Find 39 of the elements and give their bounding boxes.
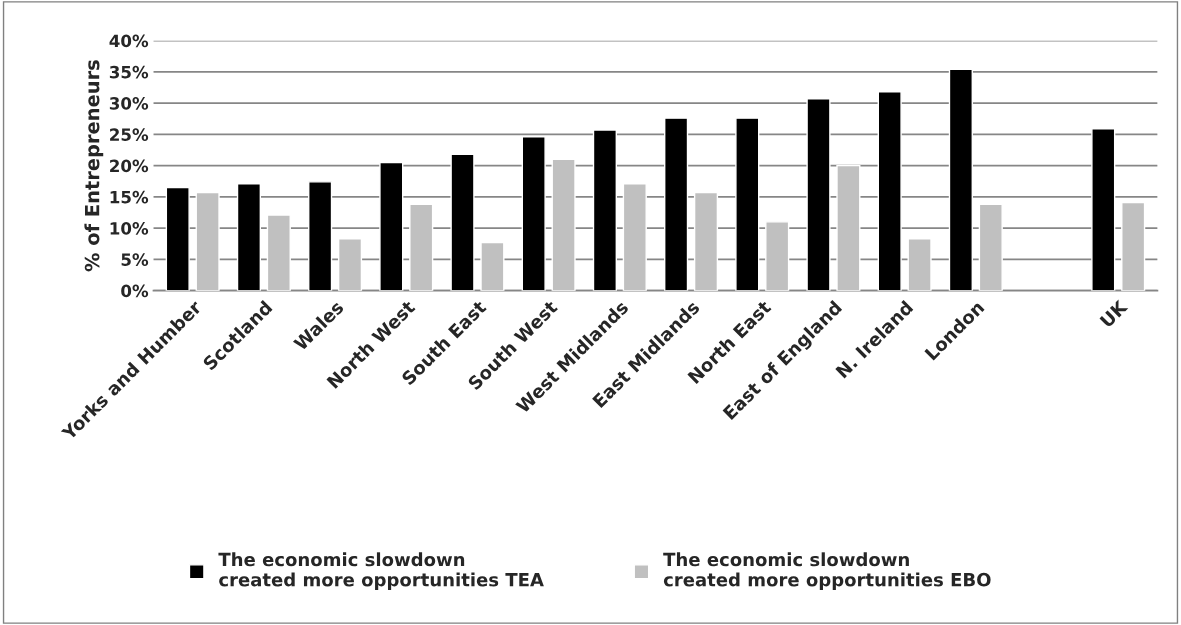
bar [735, 117, 760, 291]
legend-label: The economic slowdown created more opportunities TEA [218, 552, 544, 590]
y-tick-label: 5% [121, 253, 149, 266]
legend-label: The economic slowdown created more opportunities EBO [663, 552, 991, 590]
bar [165, 186, 190, 291]
bar [409, 203, 434, 291]
bar [592, 129, 617, 291]
bar [1091, 128, 1116, 291]
bar [379, 161, 404, 291]
y-tick-label: 0% [121, 284, 149, 298]
bar [806, 98, 831, 291]
bar [664, 117, 689, 291]
y-tick-label: 10% [110, 222, 149, 235]
bar [765, 221, 790, 291]
bar [622, 183, 647, 291]
y-axis-title: % of Entrepreneurs [84, 60, 104, 272]
bar [308, 181, 333, 291]
bar [266, 214, 291, 291]
bar [337, 238, 363, 291]
bar [480, 241, 505, 291]
y-tick-label: 30% [109, 97, 149, 110]
x-tick-label: UK [1099, 298, 1129, 328]
bar [195, 191, 220, 291]
bar [521, 136, 546, 291]
bar [236, 183, 262, 291]
bar [1121, 201, 1146, 291]
bar [836, 164, 861, 291]
y-tick-label: 20% [110, 159, 149, 173]
bar [693, 191, 719, 291]
bar [450, 153, 475, 291]
bar [978, 203, 1003, 291]
y-tick-label: 35% [109, 65, 149, 79]
y-tick-label: 25% [110, 128, 149, 141]
bar [877, 91, 902, 291]
bar [907, 238, 932, 291]
y-tick-label: 15% [110, 190, 149, 204]
bar [948, 68, 973, 291]
y-tick-label: 40% [109, 34, 149, 48]
bar [551, 158, 576, 291]
